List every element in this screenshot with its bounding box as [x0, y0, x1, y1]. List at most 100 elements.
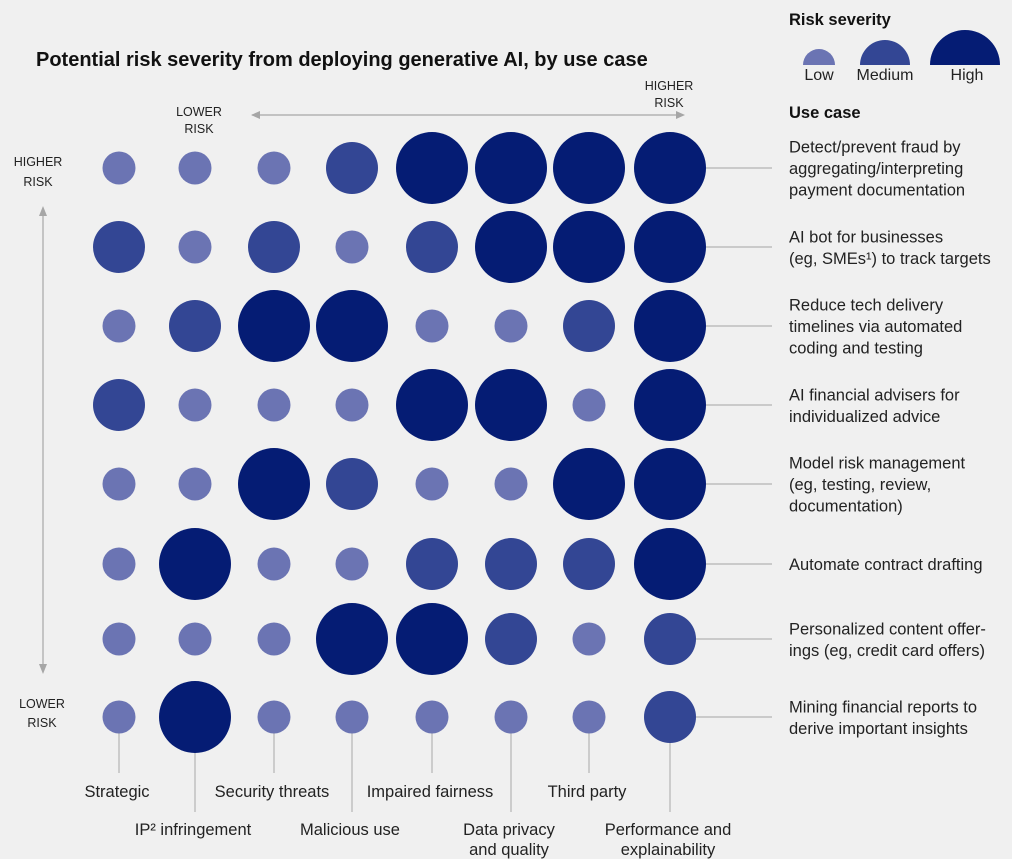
- severity-bubble: [326, 458, 378, 510]
- use-case-label: AI bot for businesses: [789, 228, 943, 246]
- horizontal-lower-risk-label-line1: LOWER: [176, 105, 222, 119]
- legend-title: Risk severity: [789, 11, 892, 29]
- severity-bubble: [93, 221, 145, 273]
- severity-bubble: [572, 622, 606, 656]
- severity-bubble: [102, 151, 136, 185]
- severity-bubble: [102, 700, 136, 734]
- legend-medium-swatch: [860, 40, 910, 65]
- severity-bubble: [316, 603, 388, 675]
- vertical-lower-risk-label-line1: LOWER: [19, 697, 65, 711]
- severity-bubble: [396, 603, 468, 675]
- severity-bubble: [475, 369, 547, 441]
- severity-bubble: [634, 369, 706, 441]
- severity-bubble: [494, 467, 528, 501]
- severity-bubble: [335, 230, 369, 264]
- horizontal-higher-risk-label-line2: RISK: [654, 96, 684, 110]
- severity-bubble: [178, 388, 212, 422]
- risk-category-label: IP² infringement: [135, 821, 252, 839]
- severity-bubble: [415, 467, 449, 501]
- use-case-label: Detect/prevent fraud by: [789, 139, 961, 157]
- severity-bubble: [634, 132, 706, 204]
- risk-category-label: explainability: [621, 841, 716, 859]
- use-case-label: Mining financial reports to: [789, 698, 977, 716]
- severity-bubble: [634, 528, 706, 600]
- severity-bubble: [238, 290, 310, 362]
- risk-category-label: Strategic: [84, 783, 149, 801]
- severity-bubble: [102, 309, 136, 343]
- severity-bubble: [634, 290, 706, 362]
- severity-bubble: [257, 547, 291, 581]
- use-case-label: coding and testing: [789, 340, 923, 358]
- severity-bubble: [553, 448, 625, 520]
- severity-bubble: [396, 132, 468, 204]
- severity-bubble: [257, 388, 291, 422]
- horizontal-higher-risk-label-line1: HIGHER: [645, 79, 694, 93]
- severity-bubble: [494, 309, 528, 343]
- use-case-label: Automate contract drafting: [789, 556, 983, 574]
- use-case-label: Reduce tech delivery: [789, 297, 944, 315]
- legend: Risk severity Low Medium High Use case: [789, 11, 1000, 122]
- use-case-label: Personalized content offer-: [789, 620, 986, 638]
- severity-bubble: [102, 622, 136, 656]
- severity-bubble: [553, 132, 625, 204]
- severity-bubble: [335, 388, 369, 422]
- severity-bubble: [475, 211, 547, 283]
- use-case-label: timelines via automated: [789, 318, 962, 336]
- legend-low-label: Low: [804, 67, 834, 84]
- severity-bubble: [634, 211, 706, 283]
- severity-bubble: [563, 538, 615, 590]
- horizontal-risk-axis: [251, 111, 685, 119]
- severity-bubble: [335, 700, 369, 734]
- use-case-label: ings (eg, credit card offers): [789, 642, 985, 660]
- severity-bubble: [494, 700, 528, 734]
- severity-bubble: [644, 613, 696, 665]
- legend-high-swatch: [930, 30, 1000, 65]
- risk-category-label: Data privacy: [463, 821, 555, 839]
- horizontal-lower-risk-label-line2: RISK: [184, 122, 214, 136]
- legend-high-label: High: [951, 67, 984, 84]
- severity-bubble: [563, 300, 615, 352]
- risk-category-label: Impaired fairness: [367, 783, 494, 801]
- severity-bubble: [415, 309, 449, 343]
- vertical-higher-risk-label-line2: RISK: [23, 175, 53, 189]
- severity-bubble: [335, 547, 369, 581]
- vertical-higher-risk-label-line1: HIGHER: [14, 155, 63, 169]
- severity-bubble: [485, 613, 537, 665]
- use-case-label: individualized advice: [789, 408, 940, 426]
- use-case-label: Model risk management: [789, 455, 965, 473]
- use-case-label: AI financial advisers for: [789, 386, 960, 404]
- severity-bubble: [159, 528, 231, 600]
- risk-category-label: Malicious use: [300, 821, 400, 839]
- severity-bubble: [485, 538, 537, 590]
- severity-bubble: [257, 151, 291, 185]
- use-case-label: aggregating/interpreting: [789, 160, 963, 178]
- severity-bubble: [178, 467, 212, 501]
- severity-bubble: [178, 622, 212, 656]
- severity-bubble: [406, 221, 458, 273]
- severity-bubble: [159, 681, 231, 753]
- legend-low-swatch: [803, 49, 835, 65]
- use-case-label: payment documentation: [789, 182, 965, 200]
- severity-bubble: [415, 700, 449, 734]
- severity-bubble: [644, 691, 696, 743]
- severity-bubble: [475, 132, 547, 204]
- vertical-lower-risk-label-line2: RISK: [27, 716, 57, 730]
- severity-bubble: [257, 700, 291, 734]
- chart-title: Potential risk severity from deploying g…: [36, 49, 648, 71]
- severity-bubble: [553, 211, 625, 283]
- vertical-risk-axis: [39, 206, 47, 674]
- severity-bubble: [248, 221, 300, 273]
- severity-bubble: [257, 622, 291, 656]
- use-case-label: (eg, testing, review,: [789, 476, 931, 494]
- severity-bubble: [238, 448, 310, 520]
- severity-bubble: [634, 448, 706, 520]
- severity-bubble: [572, 388, 606, 422]
- severity-bubble: [406, 538, 458, 590]
- severity-bubble: [326, 142, 378, 194]
- severity-bubble: [572, 700, 606, 734]
- legend-medium-label: Medium: [857, 67, 914, 84]
- risk-category-label: Security threats: [215, 783, 330, 801]
- severity-bubble: [93, 379, 145, 431]
- use-case-label: (eg, SMEs¹) to track targets: [789, 250, 991, 268]
